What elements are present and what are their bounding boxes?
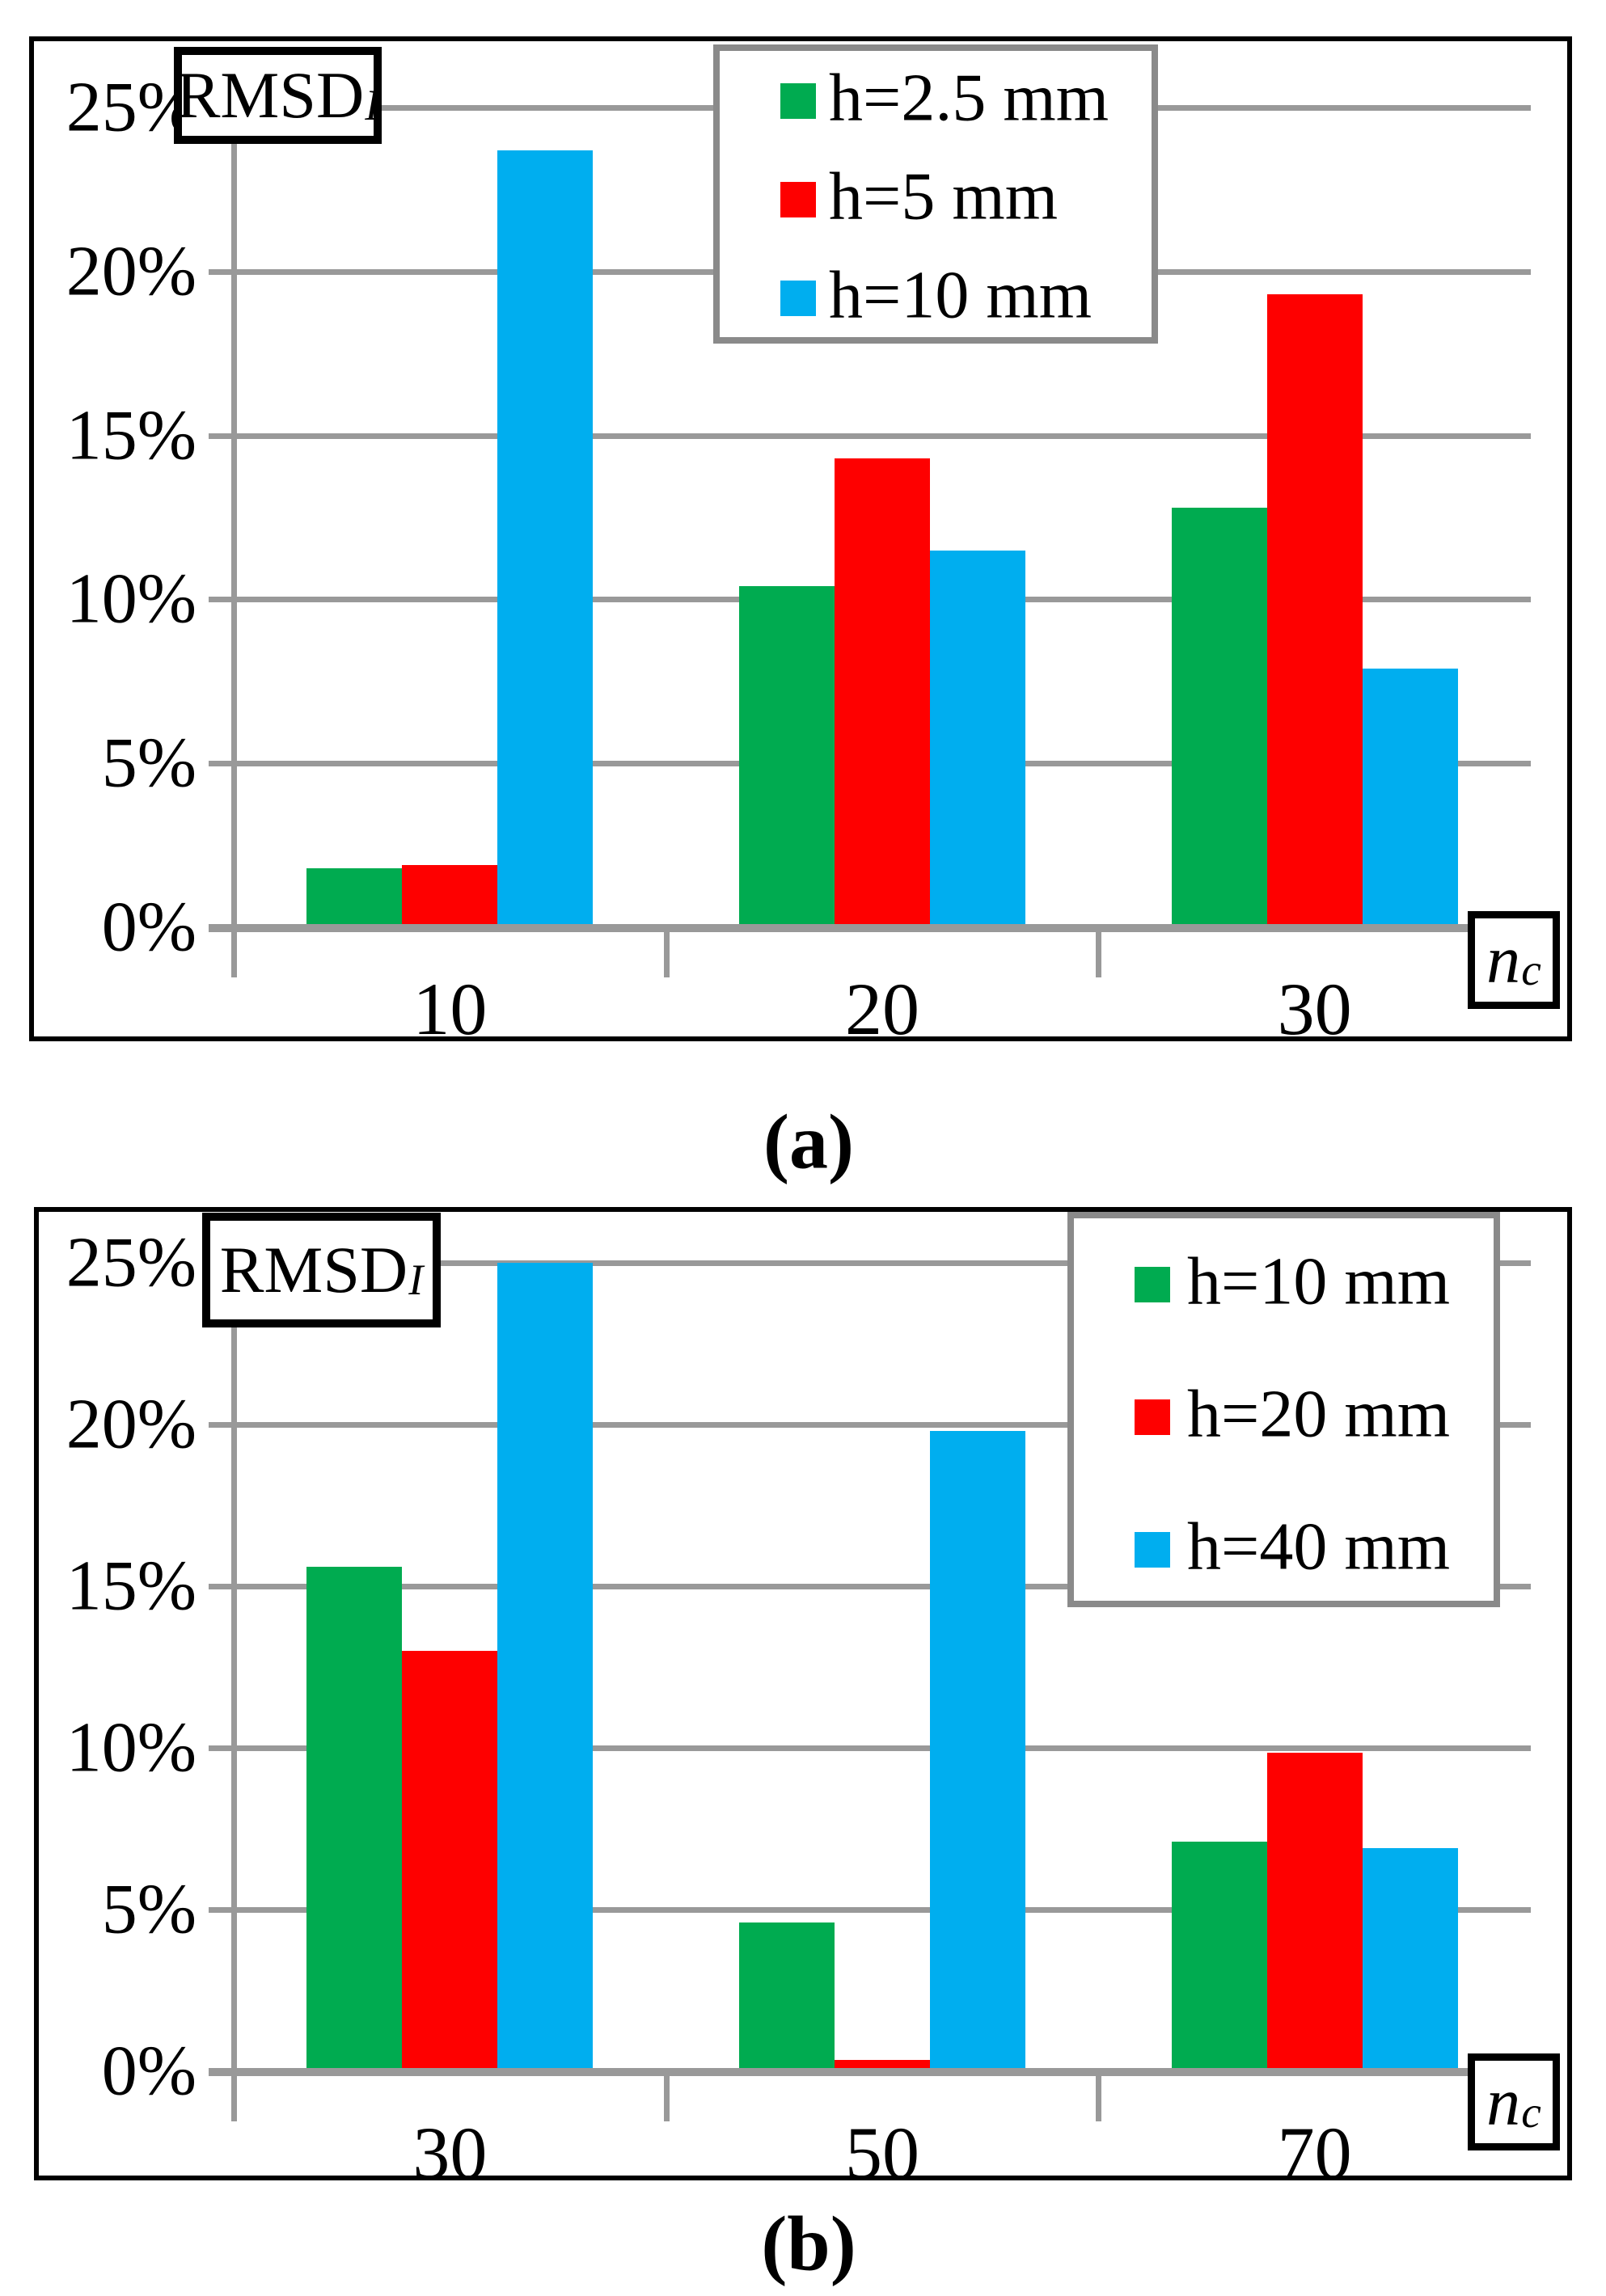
gridline-5% — [234, 1907, 1531, 1913]
y-axis-tick-label: 0% — [101, 888, 197, 967]
gridline-20% — [234, 1422, 1531, 1428]
ytick-mark-15% — [209, 1584, 234, 1589]
y-axis-tick-label: 10% — [66, 1708, 197, 1787]
x-axis-category-label: 30 — [1277, 968, 1352, 1050]
y-axis-tick-label: 25% — [66, 68, 197, 147]
x-axis-category-label: 70 — [1277, 2112, 1352, 2194]
legend-swatch-red — [1135, 1399, 1170, 1435]
bar-h10mm-nc70 — [1171, 1842, 1267, 2071]
legend-swatch-green — [1135, 1267, 1170, 1302]
chart-title-subscript: I — [365, 80, 380, 129]
y-axis-tick-label: 15% — [66, 1547, 197, 1626]
y-axis-tick-label: 15% — [66, 396, 197, 475]
x-axis-baseline — [209, 924, 1531, 932]
caption-a-text: (a) — [763, 1098, 854, 1185]
bar-h5mm-nc30 — [1266, 294, 1363, 927]
legend-swatch-red — [780, 182, 816, 217]
bar-h5mm-nc20 — [835, 458, 930, 927]
y-axis-tick-label: 20% — [66, 1385, 197, 1464]
chart-title-text: RMSD — [219, 1233, 408, 1306]
x-axis-baseline — [209, 2068, 1531, 2076]
x-axis-boundary-tick — [231, 927, 237, 977]
ytick-mark-10% — [209, 597, 234, 603]
ytick-mark-5% — [209, 761, 234, 767]
legend: h=10 mm h=20 mm h=40 mm — [1067, 1212, 1500, 1607]
ytick-mark-10% — [209, 1745, 234, 1751]
legend-swatch-green — [780, 83, 816, 119]
bar-h10mm-nc30 — [1362, 668, 1458, 927]
bar-h25mm-nc30 — [1171, 507, 1267, 927]
legend-swatch-blue — [1135, 1532, 1170, 1568]
x-axis-category-label: 30 — [412, 2112, 488, 2194]
bar-h40mm-nc70 — [1362, 1848, 1458, 2071]
x-axis-label-subscript: c — [1521, 945, 1541, 995]
caption-a: (a) — [763, 1097, 854, 1187]
y-axis-line — [231, 77, 237, 977]
legend-label: h=20 mm — [1187, 1376, 1451, 1452]
chart-title-box: RMSD I — [202, 1213, 441, 1327]
y-axis-tick-label: 0% — [101, 2032, 197, 2111]
x-axis-boundary-tick — [663, 927, 670, 977]
x-axis-label-subscript: c — [1521, 2087, 1541, 2137]
ytick-mark-5% — [209, 1907, 234, 1913]
x-axis-category-label: 20 — [845, 968, 919, 1050]
bar-h40mm-nc30 — [497, 1263, 594, 2071]
x-axis-boundary-tick — [663, 2071, 670, 2121]
bar-h20mm-nc30 — [402, 1651, 498, 2071]
caption-b-text: (b) — [761, 2200, 856, 2287]
y-axis-tick-label: 10% — [66, 559, 197, 639]
gridline-15% — [234, 1584, 1531, 1589]
y-axis-line — [231, 1230, 237, 2121]
x-axis-category-label: 50 — [845, 2112, 919, 2194]
bar-h40mm-nc50 — [930, 1431, 1025, 2071]
bar-h10mm-nc10 — [497, 150, 594, 927]
legend-label: h=10 mm — [1187, 1243, 1451, 1319]
y-axis-tick-label: 5% — [101, 1870, 197, 1949]
bar-h5mm-nc10 — [402, 864, 498, 927]
bar-h25mm-nc20 — [739, 586, 835, 927]
chart-title-subscript: I — [408, 1255, 424, 1304]
legend-swatch-blue — [780, 281, 816, 316]
chart-title-text: RMSD — [175, 58, 365, 132]
bar-h10mm-nc20 — [930, 550, 1025, 927]
gridline-25% — [234, 1260, 1531, 1266]
x-axis-boundary-tick — [1096, 927, 1102, 977]
ytick-mark-20% — [209, 1422, 234, 1428]
bar-h10mm-nc30 — [306, 1567, 403, 2071]
gridline-15% — [234, 433, 1531, 439]
caption-b: (b) — [761, 2199, 856, 2289]
ytick-mark-20% — [209, 268, 234, 275]
bar-h25mm-nc10 — [306, 867, 403, 927]
x-axis-label-text: n — [1486, 2064, 1521, 2140]
x-axis-boundary-tick — [1096, 2071, 1102, 2121]
ytick-mark-15% — [209, 433, 234, 439]
legend: h=2.5 mm h=5 mm h=10 mm — [713, 44, 1158, 344]
chart-title-box: RMSD I — [174, 47, 382, 144]
y-axis-tick-label: 5% — [101, 724, 197, 803]
y-axis-tick-label: 25% — [66, 1223, 197, 1302]
x-axis-category-label: 10 — [412, 968, 488, 1050]
bar-h20mm-nc70 — [1266, 1753, 1363, 2071]
y-axis-tick-label: 20% — [66, 232, 197, 311]
legend-label: h=2.5 mm — [829, 60, 1109, 136]
x-axis-boundary-tick — [231, 2071, 237, 2121]
bar-h10mm-nc50 — [739, 1922, 835, 2071]
x-axis-label-text: n — [1486, 922, 1521, 998]
legend-label: h=5 mm — [829, 158, 1059, 234]
legend-label: h=10 mm — [829, 257, 1093, 333]
legend-label: h=40 mm — [1187, 1509, 1451, 1585]
gridline-10% — [234, 1745, 1531, 1751]
